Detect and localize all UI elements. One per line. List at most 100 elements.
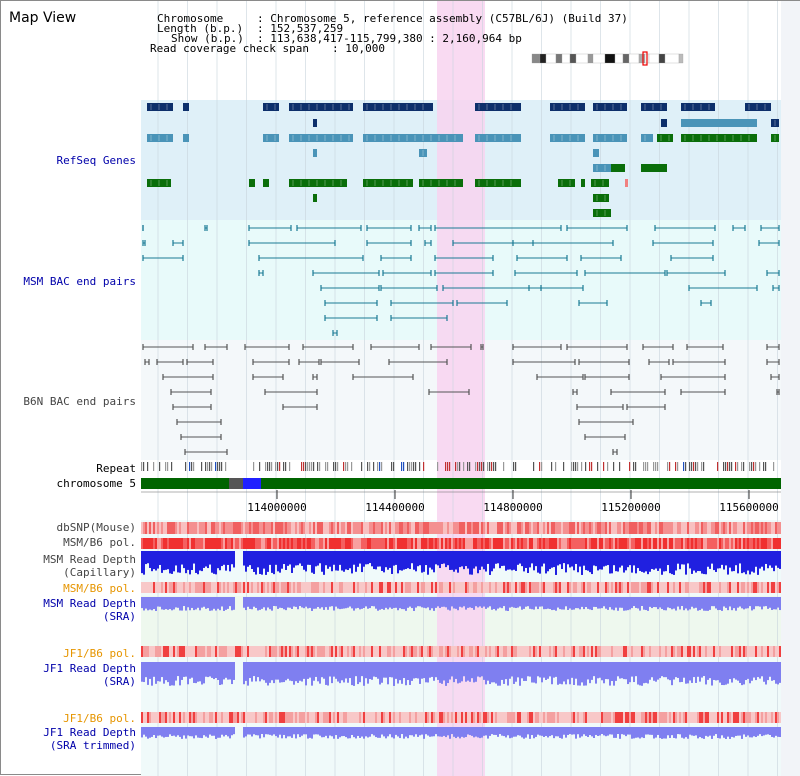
read-depth-bar [227,662,229,680]
read-depth-bar [713,597,715,607]
repeat-feature [311,462,313,471]
read-depth-bar [525,662,527,681]
repeat-feature [445,462,447,471]
read-depth-bar [655,727,657,738]
polymorphism-cell [531,522,533,534]
read-depth-bar [523,727,525,739]
polymorphism-cell [661,522,663,534]
polymorphism-cell [415,582,417,593]
read-depth-bar [339,551,341,565]
polymorphism-cell [525,538,527,549]
read-depth-bar [299,551,301,564]
track-label-b6n-bac[interactable]: B6N BAC end pairs [23,395,136,408]
read-depth-bar [207,597,209,609]
read-depth-bar [245,551,247,572]
polymorphism-cell [471,538,473,549]
read-depth-bar [769,662,771,677]
polymorphism-cell [509,582,511,593]
read-depth-bar [493,727,495,735]
polymorphism-cell [701,522,703,534]
polymorphism-cell [397,522,399,534]
read-depth-bar [187,662,189,685]
read-depth-bar [433,597,435,611]
read-depth-bar [513,662,515,684]
polymorphism-cell [405,582,407,593]
read-depth-bar [313,597,315,609]
read-depth-bar [291,727,293,738]
read-depth-bar [313,727,315,735]
polymorphism-cell [175,582,177,593]
polymorphism-cell [701,712,703,723]
read-depth-bar [497,727,499,737]
track-label-jf1-read-depth-sra-sub: (SRA) [102,675,136,688]
polymorphism-cell [217,712,219,723]
polymorphism-cell [505,646,507,657]
polymorphism-cell [215,646,217,657]
polymorphism-cell [375,582,377,593]
polymorphism-cell [339,522,341,534]
polymorphism-cell [663,522,665,534]
polymorphism-cell [763,522,765,534]
read-depth-bar [333,727,335,739]
read-depth-bar [751,662,753,681]
read-depth-bar [167,551,169,570]
read-depth-bar [621,597,623,608]
read-depth-bar [167,597,169,610]
read-depth-bar [575,551,577,564]
polymorphism-cell [457,582,459,593]
read-depth-bar [589,597,591,610]
polymorphism-cell [399,522,401,534]
polymorphism-cell [469,646,471,657]
polymorphism-cell [411,646,413,657]
polymorphism-cell [775,538,777,549]
read-depth-bar [197,597,199,608]
read-depth-bar [745,551,747,575]
read-depth-bar [431,551,433,570]
read-depth-bar [615,662,617,681]
polymorphism-cell [483,522,485,534]
read-depth-bar [219,662,221,685]
polymorphism-cell [777,582,779,593]
polymorphism-cell [331,538,333,549]
read-depth-bar [317,597,319,607]
track-label-msm-bac[interactable]: MSM BAC end pairs [23,275,136,288]
read-depth-bar [253,597,255,607]
read-depth-bar [187,727,189,736]
read-depth-bar [349,597,351,607]
polymorphism-cell [729,522,731,534]
polymorphism-cell [699,646,701,657]
polymorphism-cell [659,582,661,593]
read-depth-bar [659,727,661,739]
read-depth-bar [419,597,421,607]
read-depth-bar [527,662,529,677]
repeat-feature [447,462,449,471]
polymorphism-cell [293,646,295,657]
gene-block [289,134,353,142]
polymorphism-cell [241,522,243,534]
polymorphism-cell [599,582,601,593]
polymorphism-cell [445,538,447,549]
ideogram-band [575,53,589,64]
polymorphism-cell [647,582,649,593]
polymorphism-cell [219,538,221,549]
polymorphism-cell [667,538,669,549]
read-depth-bar [283,597,285,610]
polymorphism-cell [607,582,609,593]
read-depth-bar [353,597,355,611]
polymorphism-cell [451,522,453,534]
track-label-refseq[interactable]: RefSeq Genes [56,154,136,167]
read-depth-bar [679,597,681,610]
polymorphism-cell [171,646,173,657]
polymorphism-cell [589,646,591,657]
repeat-feature [635,462,637,471]
polymorphism-cell [763,538,765,549]
polymorphism-cell [717,712,719,723]
polymorphism-cell [445,522,447,534]
read-depth-bar [263,662,265,681]
repeat-feature [219,462,221,471]
read-depth-bar [385,551,387,568]
polymorphism-cell [253,646,255,657]
polymorphism-cell [521,522,523,534]
polymorphism-cell [193,712,195,723]
